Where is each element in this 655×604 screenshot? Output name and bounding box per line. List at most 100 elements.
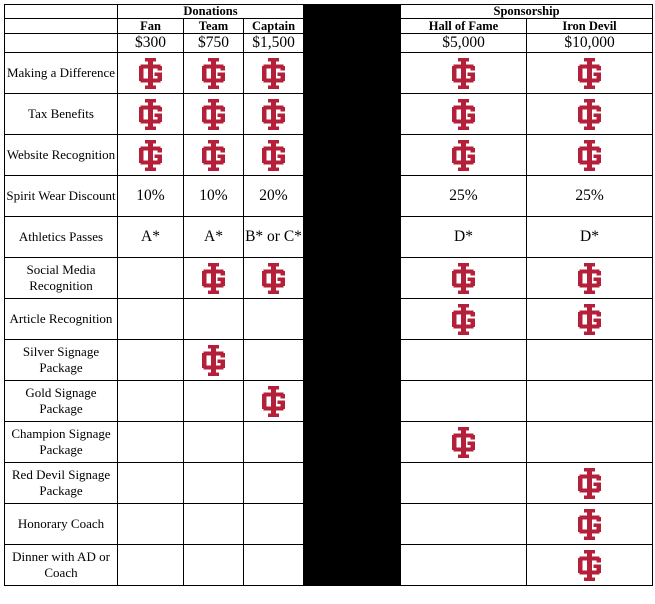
cell-fan [117,134,184,176]
cell-captain [242,134,305,176]
cell-iron-devil [526,257,654,299]
benefit-row: Website Recognition [4,134,654,176]
cell-captain [242,462,305,504]
ig-monogram-logo-icon [578,303,602,335]
tier-name-hall-of-fame: Hall of Fame [400,18,528,34]
benefit-row: Article Recognition [4,298,654,340]
cell-hall-of-fame [400,421,528,463]
cell-team [183,380,244,422]
benefit-row: Social Media Recognition [4,257,654,299]
cell-captain [242,298,305,340]
cell-fan [117,93,184,135]
ig-monogram-logo-icon [262,57,285,89]
cell-captain [242,503,305,545]
ig-monogram-logo-icon [452,262,476,294]
tier-name-captain: Captain [242,18,305,34]
cell-iron-devil [526,462,654,504]
cell-iron-devil: D* [526,216,654,258]
cell-team [183,257,244,299]
cell-hall-of-fame [400,503,528,545]
ig-monogram-logo-icon [578,262,602,294]
cell-fan: 10% [117,175,184,217]
cell-fan [117,421,184,463]
cell-hall-of-fame [400,298,528,340]
cell-fan [117,503,184,545]
group-header-row: Donations Sponsorship [4,4,654,217]
cell-team: A* [183,216,244,258]
benefit-label: Champion Signage Package [4,421,118,463]
sponsorship-group-header: Sponsorship [400,4,654,19]
cell-iron-devil [526,421,654,463]
cell-fan [117,462,184,504]
cell-team [183,134,244,176]
cell-team [183,421,244,463]
cell-hall-of-fame [400,134,528,176]
ig-monogram-logo-icon [452,98,476,130]
cell-captain [242,339,305,381]
corner-cell [4,18,118,34]
cell-fan [117,544,184,586]
ig-monogram-logo-icon [578,508,602,540]
benefit-row: Athletics Passes A* A* B* or C* D* D* [4,216,654,545]
donations-group-header: Donations [116,4,305,19]
tier-price-fan: $300 [117,33,184,53]
cell-fan [117,298,184,340]
benefit-label: Gold Signage Package [4,380,118,422]
cell-team [183,544,244,586]
ig-monogram-logo-icon [452,303,476,335]
cell-captain [242,421,305,463]
cell-iron-devil [526,503,654,545]
cell-fan [117,339,184,381]
corner-cell [4,33,118,53]
cell-team [183,339,244,381]
tier-name-team: Team [183,18,244,34]
ig-monogram-logo-icon [262,262,285,294]
cell-team [183,93,244,135]
cell-captain [242,544,305,586]
benefit-label: Athletics Passes [4,216,118,258]
ig-monogram-logo-icon [578,57,602,89]
cell-iron-devil [526,52,654,94]
benefit-row: Gold Signage Package [4,380,654,422]
cell-captain: 20% [242,175,305,217]
ig-monogram-logo-icon [262,98,285,130]
cell-iron-devil [526,298,654,340]
ig-monogram-logo-icon [578,467,602,499]
cell-iron-devil [526,544,654,586]
benefit-row: Silver Signage Package [4,339,654,381]
tier-name-iron-devil: Iron Devil [526,18,654,34]
ig-monogram-logo-icon [202,139,225,171]
cell-hall-of-fame [400,339,528,381]
benefit-label: Website Recognition [4,134,118,176]
cell-hall-of-fame [400,544,528,586]
benefit-label: Dinner with AD or Coach [4,544,118,586]
ig-monogram-logo-icon [452,139,476,171]
cell-captain [242,380,305,422]
tier-price-captain: $1,500 [242,33,305,53]
tier-price-iron-devil: $10,000 [526,33,654,53]
cell-iron-devil [526,93,654,135]
cell-hall-of-fame: D* [400,216,528,258]
tier-price-row: $300 $750 $1,500 $5,000 $10,000 [4,33,654,53]
cell-fan [117,52,184,94]
cell-hall-of-fame [400,93,528,135]
ig-monogram-logo-icon [578,98,602,130]
cell-hall-of-fame [400,52,528,94]
benefit-label: Tax Benefits [4,93,118,135]
redacted-block [303,544,402,586]
cell-captain: B* or C* [242,216,305,258]
cell-captain [242,52,305,94]
redacted-block [303,216,402,545]
cell-hall-of-fame [400,380,528,422]
cell-captain [242,257,305,299]
cell-iron-devil [526,380,654,422]
tier-name-fan: Fan [117,18,184,34]
redacted-block [303,4,402,217]
benefit-label: Silver Signage Package [4,339,118,381]
cell-iron-devil [526,134,654,176]
benefit-label: Article Recognition [4,298,118,340]
ig-monogram-logo-icon [139,57,162,89]
benefit-label: Social Media Recognition [4,257,118,299]
cell-fan [117,380,184,422]
ig-monogram-logo-icon [139,98,162,130]
